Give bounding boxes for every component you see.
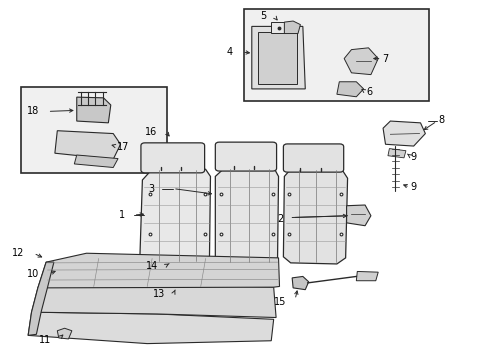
FancyBboxPatch shape [215,142,276,171]
Polygon shape [356,271,377,281]
Polygon shape [346,205,370,226]
Bar [258,32,296,84]
FancyBboxPatch shape [283,144,343,172]
Polygon shape [215,167,278,263]
Text: 3: 3 [148,184,154,194]
Text: 13: 13 [153,289,165,298]
Text: 7: 7 [382,54,388,64]
Text: 10: 10 [27,269,39,279]
Polygon shape [77,97,111,123]
Text: 12: 12 [12,248,25,258]
Bar [244,9,428,102]
Polygon shape [283,167,347,264]
Text: 9: 9 [410,152,416,162]
FancyBboxPatch shape [141,143,204,173]
Text: 6: 6 [366,87,371,98]
Polygon shape [28,262,54,336]
Text: 4: 4 [226,47,232,57]
Polygon shape [31,283,276,318]
Polygon shape [28,312,273,343]
Polygon shape [57,328,72,339]
Text: 14: 14 [145,261,158,271]
Bar [21,87,166,173]
Polygon shape [382,121,425,146]
Text: 17: 17 [117,142,129,152]
Text: 2: 2 [277,213,283,224]
Text: 9: 9 [410,182,416,192]
Polygon shape [140,169,210,263]
Polygon shape [251,26,305,89]
Polygon shape [344,48,377,75]
Text: 11: 11 [39,335,51,345]
Text: 5: 5 [260,11,266,21]
Text: 16: 16 [144,127,157,137]
Polygon shape [336,82,363,97]
Polygon shape [291,276,308,290]
Polygon shape [38,253,279,288]
Polygon shape [284,21,300,33]
Text: 1: 1 [119,210,125,220]
Bar [271,22,285,33]
Polygon shape [55,131,120,159]
Text: 8: 8 [437,115,443,125]
Text: 15: 15 [273,297,286,307]
Polygon shape [387,149,405,158]
Polygon shape [74,155,118,167]
Text: 18: 18 [27,107,39,116]
